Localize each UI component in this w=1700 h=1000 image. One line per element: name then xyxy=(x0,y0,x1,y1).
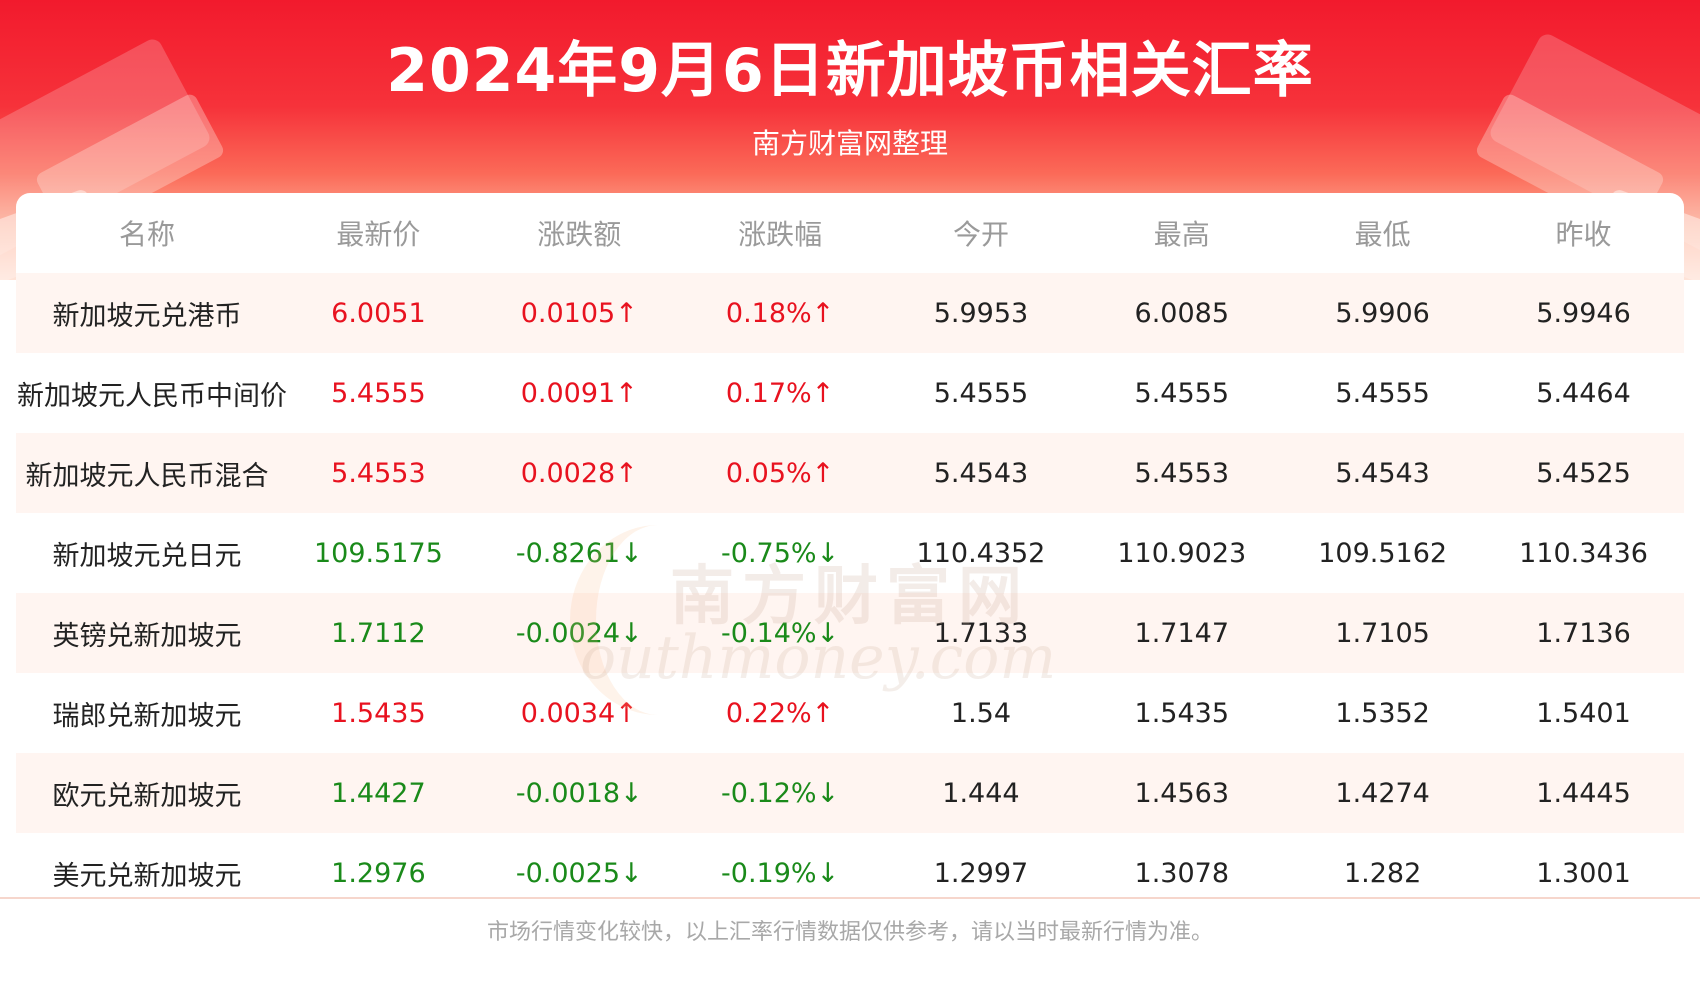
high-price: 1.5435 xyxy=(1081,673,1283,753)
change-amount: -0.0024↓ xyxy=(478,593,680,673)
col-header-pct: 涨跌幅 xyxy=(738,218,823,251)
rate-name: 新加坡元人民币中间价 xyxy=(16,353,287,433)
col-header-prev-close: 昨收 xyxy=(1555,218,1612,251)
change-percent: 0.22%↑ xyxy=(679,673,881,753)
low-price: 1.4274 xyxy=(1282,753,1484,833)
high-price: 1.3078 xyxy=(1081,833,1283,913)
rate-name: 新加坡元人民币混合 xyxy=(16,433,278,513)
prev-close: 5.4464 xyxy=(1483,353,1684,433)
change-amount: 0.0091↑ xyxy=(478,353,680,433)
high-price: 110.9023 xyxy=(1081,513,1283,593)
table-row: 新加坡元兑港币 6.0051 0.0105↑ 0.18%↑ 5.9953 6.0… xyxy=(16,273,1684,353)
change-percent: 0.05%↑ xyxy=(679,433,881,513)
change-amount: 0.0105↑ xyxy=(478,273,680,353)
table-row: 新加坡元人民币中间价 5.4555 0.0091↑ 0.17%↑ 5.4555 … xyxy=(16,353,1684,433)
latest-price: 1.7112 xyxy=(278,593,479,673)
latest-price: 1.4427 xyxy=(278,753,479,833)
prev-close: 1.7136 xyxy=(1483,593,1684,673)
high-price: 5.4555 xyxy=(1081,353,1283,433)
open-price: 110.4352 xyxy=(880,513,1082,593)
low-price: 5.4543 xyxy=(1282,433,1484,513)
change-percent: 0.18%↑ xyxy=(679,273,881,353)
col-header-change: 涨跌额 xyxy=(537,218,622,251)
page-title: 2024年9月6日新加坡币相关汇率 xyxy=(386,36,1314,106)
open-price: 1.2997 xyxy=(880,833,1082,913)
table-row: 新加坡元兑日元 109.5175 -0.8261↓ -0.75%↓ 110.43… xyxy=(16,513,1684,593)
table-body: 新加坡元兑港币 6.0051 0.0105↑ 0.18%↑ 5.9953 6.0… xyxy=(16,273,1684,913)
open-price: 1.54 xyxy=(880,673,1082,753)
header-row: 名称 最新价 涨跌额 涨跌幅 今开 最高 最低 昨收 xyxy=(16,193,1684,273)
col-header-low: 最低 xyxy=(1354,218,1411,251)
change-percent: -0.12%↓ xyxy=(679,753,881,833)
prev-close: 1.3001 xyxy=(1483,833,1684,913)
latest-price: 1.5435 xyxy=(278,673,479,753)
open-price: 1.7133 xyxy=(880,593,1082,673)
high-price: 1.4563 xyxy=(1081,753,1283,833)
table-row: 欧元兑新加坡元 1.4427 -0.0018↓ -0.12%↓ 1.444 1.… xyxy=(16,753,1684,833)
rate-name: 瑞郎兑新加坡元 xyxy=(16,673,278,753)
prev-close: 5.9946 xyxy=(1483,273,1684,353)
latest-price: 5.4555 xyxy=(278,353,479,433)
prev-close: 5.4525 xyxy=(1483,433,1684,513)
low-price: 1.7105 xyxy=(1282,593,1484,673)
open-price: 5.4555 xyxy=(880,353,1082,433)
disclaimer-text: 市场行情变化较快，以上汇率行情数据仅供参考，请以当时最新行情为准。 xyxy=(486,920,1213,945)
col-header-latest: 最新价 xyxy=(336,218,421,251)
latest-price: 5.4553 xyxy=(278,433,479,513)
change-amount: 0.0034↑ xyxy=(478,673,680,753)
change-amount: -0.0018↓ xyxy=(478,753,680,833)
rate-name: 欧元兑新加坡元 xyxy=(16,753,278,833)
change-amount: -0.8261↓ xyxy=(478,513,680,593)
col-header-open: 今开 xyxy=(952,218,1009,251)
prev-close: 1.5401 xyxy=(1483,673,1684,753)
col-header-name: 名称 xyxy=(118,218,175,251)
rate-name: 英镑兑新加坡元 xyxy=(16,593,278,673)
high-price: 1.7147 xyxy=(1081,593,1283,673)
page-subtitle: 南方财富网整理 xyxy=(751,127,948,160)
latest-price: 109.5175 xyxy=(278,513,479,593)
low-price: 109.5162 xyxy=(1282,513,1484,593)
latest-price: 6.0051 xyxy=(278,273,479,353)
open-price: 1.444 xyxy=(880,753,1082,833)
change-amount: 0.0028↑ xyxy=(478,433,680,513)
exchange-rate-table: 名称 最新价 涨跌额 涨跌幅 今开 最高 最低 昨收 新加坡元兑港币 6.005… xyxy=(16,193,1684,913)
change-percent: 0.17%↑ xyxy=(679,353,881,433)
col-header-high: 最高 xyxy=(1153,218,1210,251)
rate-name: 美元兑新加坡元 xyxy=(16,833,278,913)
table-header: 名称 最新价 涨跌额 涨跌幅 今开 最高 最低 昨收 xyxy=(16,193,1684,273)
low-price: 1.282 xyxy=(1282,833,1484,913)
high-price: 6.0085 xyxy=(1081,273,1283,353)
prev-close: 1.4445 xyxy=(1483,753,1684,833)
change-percent: -0.14%↓ xyxy=(679,593,881,673)
table-row: 新加坡元人民币混合 5.4553 0.0028↑ 0.05%↑ 5.4543 5… xyxy=(16,433,1684,513)
open-price: 5.4543 xyxy=(880,433,1082,513)
low-price: 1.5352 xyxy=(1282,673,1484,753)
prev-close: 110.3436 xyxy=(1483,513,1684,593)
change-percent: -0.75%↓ xyxy=(679,513,881,593)
low-price: 5.9906 xyxy=(1282,273,1484,353)
table-row: 瑞郎兑新加坡元 1.5435 0.0034↑ 0.22%↑ 1.54 1.543… xyxy=(16,673,1684,753)
table-row: 英镑兑新加坡元 1.7112 -0.0024↓ -0.14%↓ 1.7133 1… xyxy=(16,593,1684,673)
latest-price: 1.2976 xyxy=(278,833,479,913)
table-row: 美元兑新加坡元 1.2976 -0.0025↓ -0.19%↓ 1.2997 1… xyxy=(16,833,1684,913)
low-price: 5.4555 xyxy=(1282,353,1484,433)
open-price: 5.9953 xyxy=(880,273,1082,353)
change-amount: -0.0025↓ xyxy=(478,833,680,913)
change-percent: -0.19%↓ xyxy=(679,833,881,913)
high-price: 5.4553 xyxy=(1081,433,1283,513)
footer-divider xyxy=(0,897,1700,899)
rate-name: 新加坡元兑日元 xyxy=(16,513,278,593)
rate-name: 新加坡元兑港币 xyxy=(16,273,278,353)
